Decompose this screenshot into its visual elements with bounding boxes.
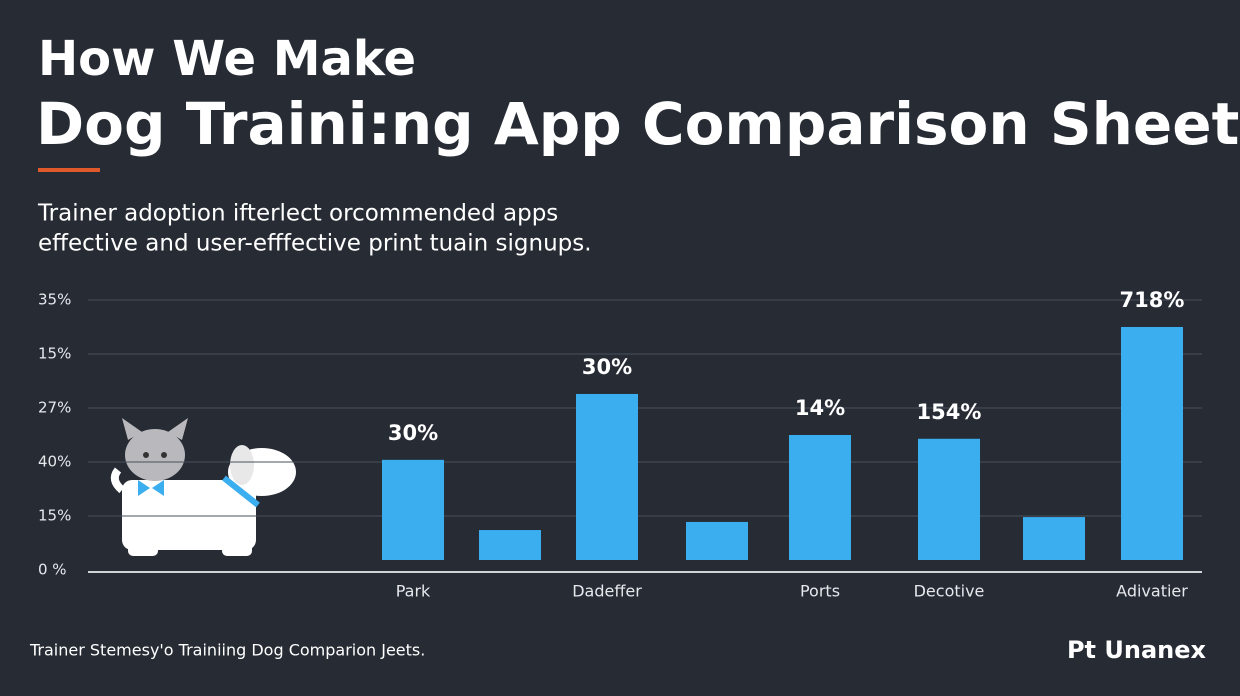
bar <box>479 530 541 560</box>
bar <box>1023 517 1085 560</box>
y-tick-label: 15% <box>38 507 71 525</box>
value-label: 718% <box>1120 288 1185 312</box>
footer: Trainer Stemesy'o Trainiing Dog Compario… <box>29 641 425 660</box>
dog-illustration <box>110 418 296 556</box>
x-tick-label: Decotive <box>914 582 985 601</box>
brand: Pt Unanex <box>1067 636 1207 664</box>
x-tick-label: Adivatier <box>1116 582 1188 601</box>
x-tick-label: Park <box>396 582 431 601</box>
bar <box>918 438 980 560</box>
y-tick-label: 0 % <box>38 561 67 579</box>
x-tick-label: Dadeffer <box>572 582 642 601</box>
bar <box>789 435 851 560</box>
y-tick-label: 40% <box>38 453 71 471</box>
value-label: 30% <box>582 355 632 379</box>
y-tick-label: 27% <box>38 399 71 417</box>
title-line: How We Make <box>38 31 416 87</box>
value-label: 30% <box>388 421 438 445</box>
accent-rule <box>38 168 100 172</box>
y-tick-label: 15% <box>38 345 71 363</box>
x-tick-label: Ports <box>800 582 840 601</box>
subtitle-line: Trainer adoption ifterlect orcommended a… <box>37 201 558 227</box>
bar <box>1121 327 1183 560</box>
bar <box>576 393 638 560</box>
value-label: 154% <box>917 400 982 424</box>
title-line: Dog Traini:ng App Comparison Sheets <box>36 90 1240 158</box>
bar <box>382 459 444 560</box>
subtitle-line: effective and user-efffective print tuai… <box>38 231 592 257</box>
bar <box>686 521 748 560</box>
value-label: 14% <box>795 396 845 420</box>
y-tick-label: 35% <box>38 291 71 309</box>
